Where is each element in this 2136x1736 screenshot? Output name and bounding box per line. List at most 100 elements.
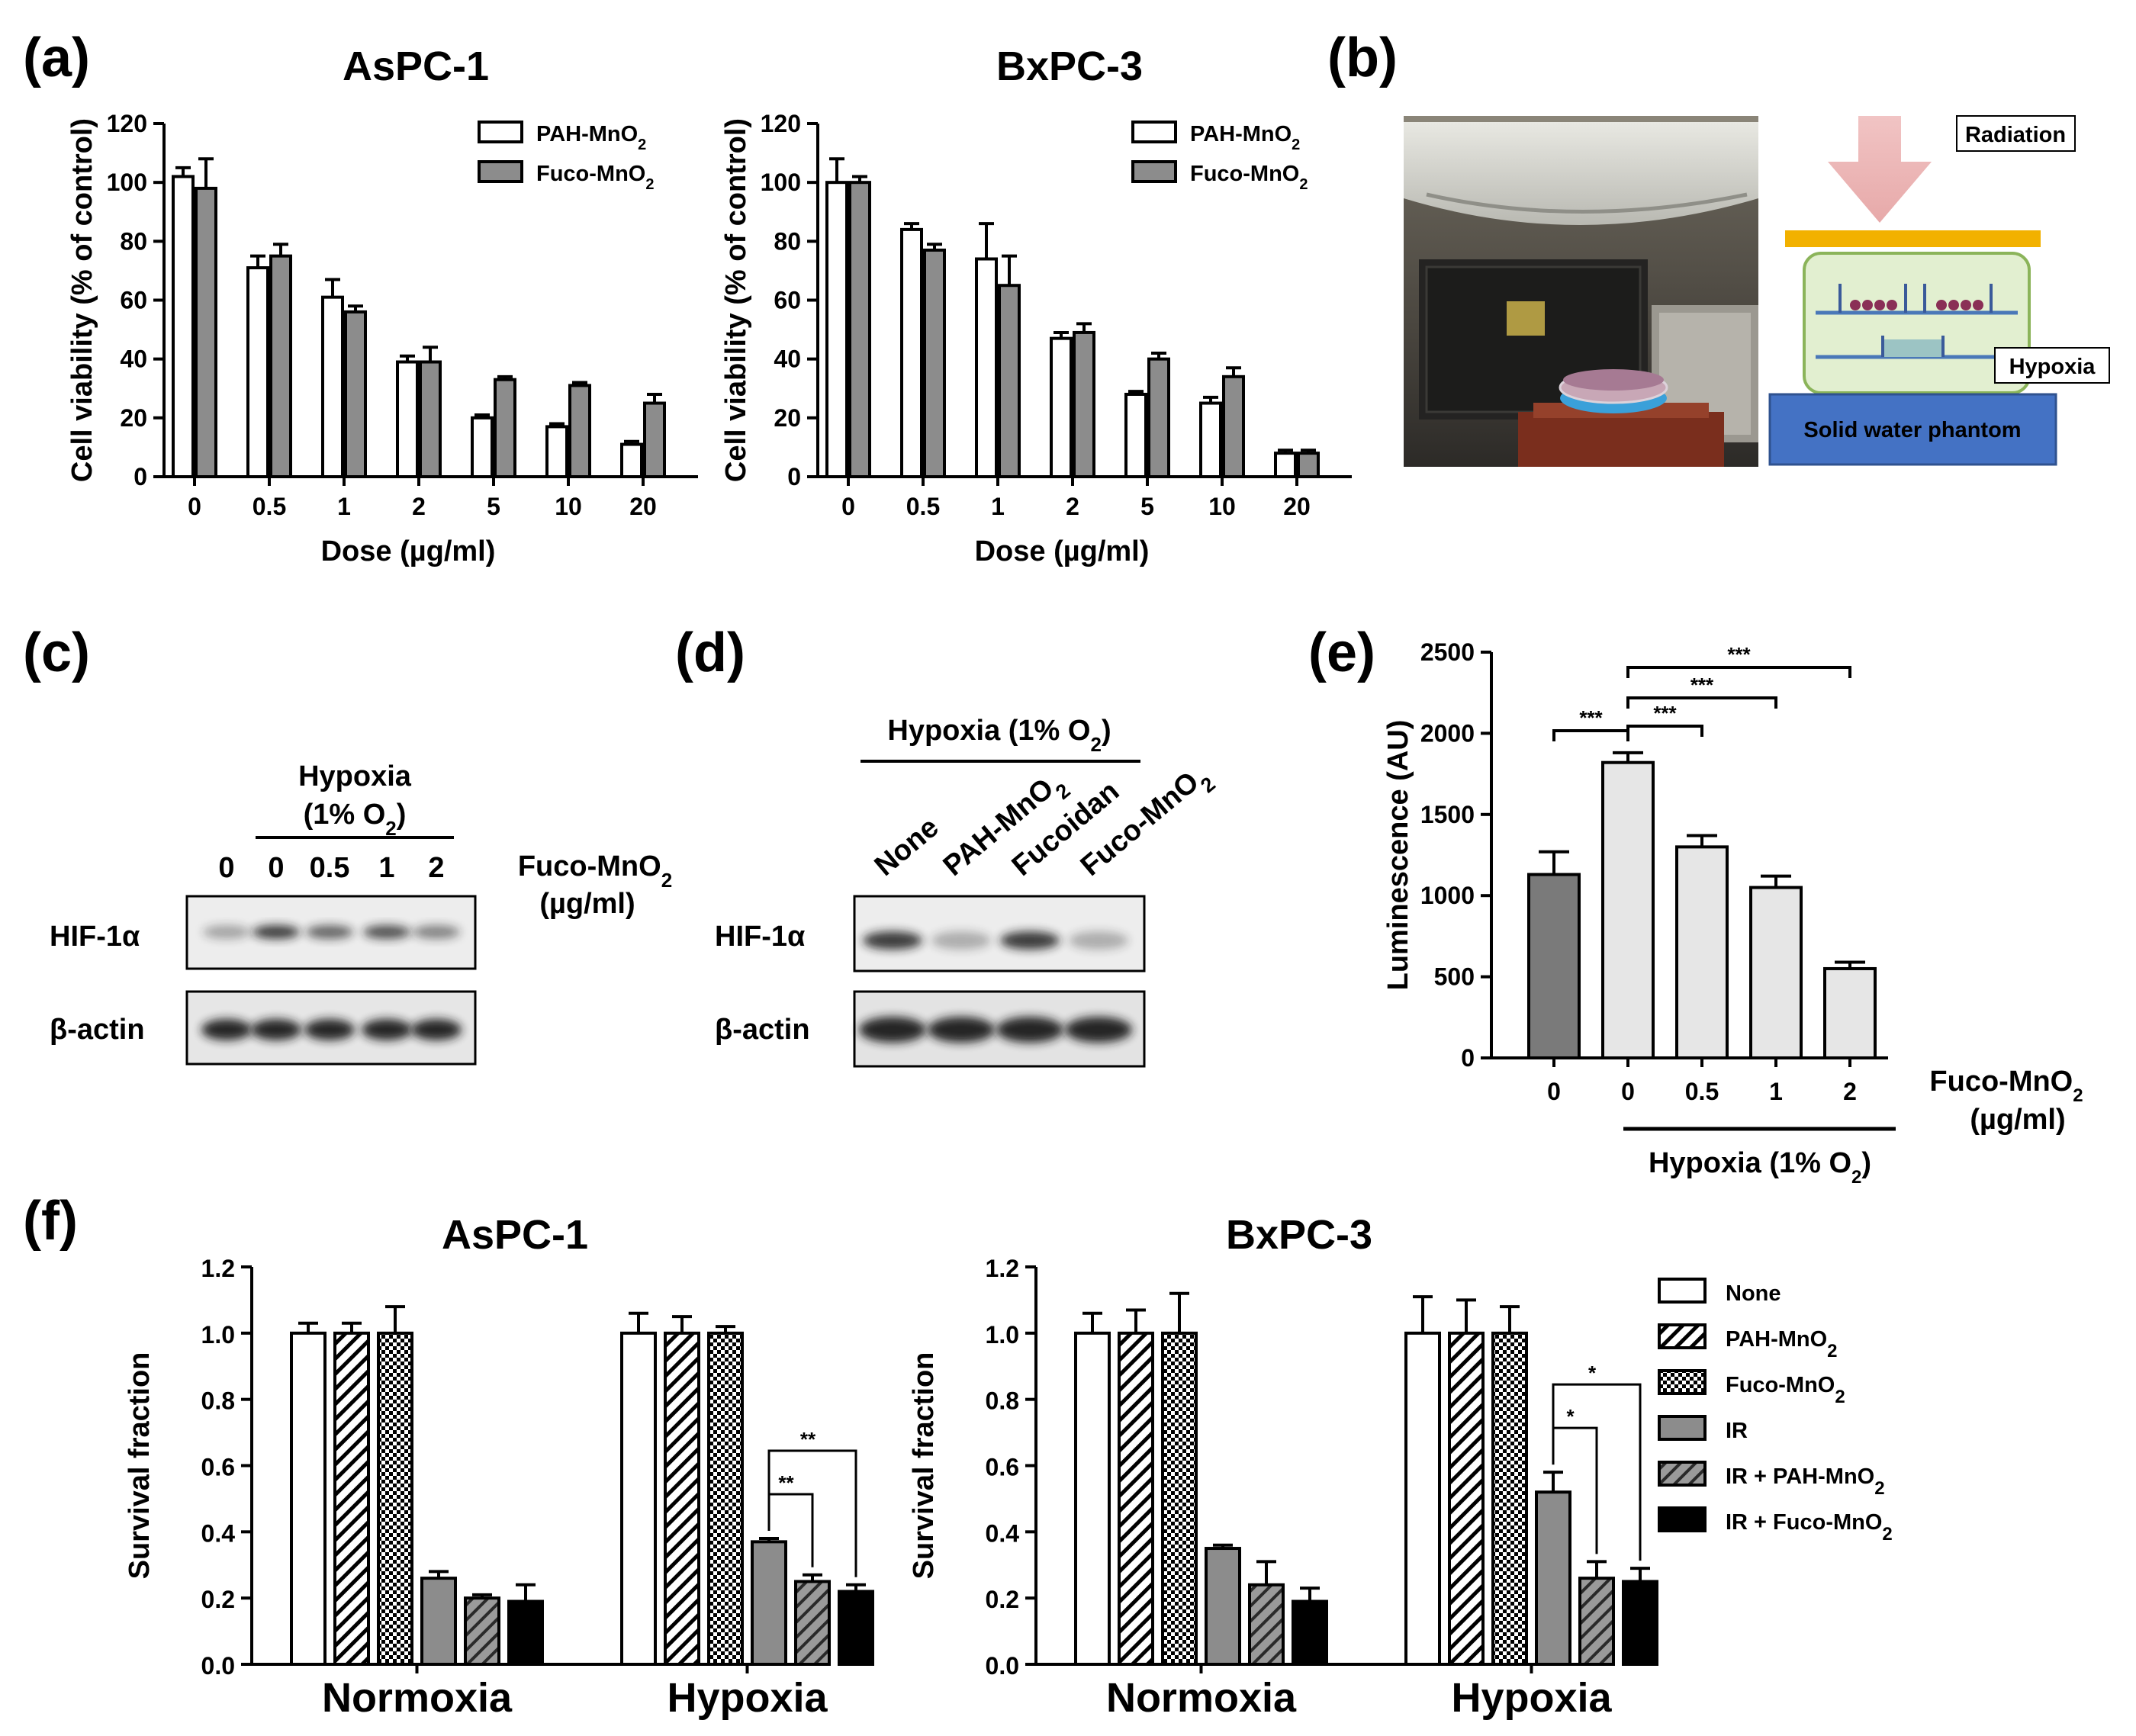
panel-label-b: (b) <box>1327 27 1398 88</box>
bar <box>1073 330 1095 479</box>
y-tick-label: 1.0 <box>201 1321 235 1349</box>
bar <box>1535 1490 1571 1666</box>
bar <box>900 227 923 478</box>
x-tick-label: 0 <box>188 493 201 520</box>
unit-label: (µg/ml) <box>1970 1104 2065 1136</box>
western-blot-c: Hypoxia (1% O2) 0 0 0.5 1 2 Fuco-MnO2 (µg/ml… <box>50 760 672 1066</box>
y-axis-title: Survival fraction <box>124 1352 156 1580</box>
bar <box>751 1540 787 1666</box>
significance-bracket <box>1552 1383 1642 1561</box>
phantom-label: Solid water phantom <box>1803 418 2021 442</box>
blot-c-treatment-label: Fuco-MnO2 <box>518 850 672 892</box>
bar <box>396 360 419 478</box>
bar <box>1578 1577 1615 1667</box>
bar <box>1199 401 1222 479</box>
actin-band <box>859 1017 926 1043</box>
lane-label: 0.5 <box>310 852 350 884</box>
radiation-label: Radiation <box>1965 123 2066 147</box>
x-tick-label: 1 <box>337 493 351 520</box>
bar <box>975 257 998 478</box>
legend-swatch <box>1131 160 1177 183</box>
western-blot-d: Hypoxia (1% O2) NonePAH-MnO2FucoidanFuco… <box>715 715 1220 1068</box>
x-axis-title: Dose (µg/ml) <box>321 535 496 567</box>
significance-bracket <box>1552 729 1629 741</box>
chart-title: AsPC-1 <box>343 43 489 89</box>
y-tick-label: 0.2 <box>986 1586 1019 1613</box>
y-axis-title: Survival fraction <box>908 1352 940 1580</box>
chart-title: BxPC-3 <box>1226 1212 1372 1258</box>
significance-label: *** <box>1727 643 1751 666</box>
bolus-plate <box>1785 230 2041 247</box>
y-tick-label: 0.8 <box>201 1387 235 1415</box>
y-tick-label: 0.8 <box>986 1387 1019 1415</box>
significance-label: *** <box>1579 706 1603 729</box>
actin-band <box>928 1017 995 1043</box>
y-tick-label: 2000 <box>1420 719 1475 747</box>
bar <box>838 1590 874 1667</box>
y-tick-label: 60 <box>774 287 801 314</box>
bar <box>172 175 195 478</box>
bar <box>1448 1331 1485 1667</box>
bar <box>321 295 344 478</box>
group-label: Normoxia <box>322 1675 513 1721</box>
y-tick-label: 20 <box>774 404 801 432</box>
bar <box>1675 845 1729 1059</box>
bar <box>1404 1331 1441 1667</box>
bar <box>494 378 516 478</box>
blot-d-row-actin: β-actin <box>715 1014 810 1046</box>
blot-c-hypoxia-label: Hypoxia <box>298 760 412 792</box>
y-axis-title: Luminescence (AU) <box>1382 720 1414 991</box>
y-tick-label: 0.4 <box>201 1519 236 1547</box>
bar <box>1161 1331 1198 1667</box>
bar <box>269 254 292 478</box>
irradiation-photo <box>1404 116 1758 467</box>
chart-title: BxPC-3 <box>996 43 1143 89</box>
group-label: Normoxia <box>1106 1675 1297 1721</box>
chart-title: AsPC-1 <box>442 1212 588 1258</box>
y-tick-label: 120 <box>107 110 147 137</box>
hif-band <box>306 925 353 939</box>
legend-swatch <box>1658 1369 1707 1395</box>
bar <box>1749 886 1803 1060</box>
legend-label: IR + Fuco-MnO2 <box>1726 1510 1893 1545</box>
significance-label: ** <box>800 1428 816 1451</box>
y-tick-label: 0.4 <box>986 1519 1020 1547</box>
group-label: Hypoxia <box>667 1675 828 1721</box>
actin-band <box>251 1019 301 1040</box>
legend-swatch <box>1131 121 1177 143</box>
bar <box>707 1331 744 1667</box>
y-tick-label: 100 <box>107 169 147 196</box>
legend-swatch <box>1658 1461 1707 1487</box>
x-tick-label: 1 <box>1769 1078 1783 1105</box>
bar <box>471 416 494 478</box>
x-tick-label: 0 <box>1621 1078 1635 1105</box>
y-tick-label: 0.2 <box>201 1586 235 1613</box>
bar <box>1297 452 1320 479</box>
chart-aspc1-viability: AsPC-1 0 20 40 60 80 100 120 0 0.5 1 2 5 10 20 Dose (µg… <box>66 43 698 567</box>
blot-d-header: Hypoxia (1% O2) <box>887 715 1111 756</box>
significance-label: *** <box>1653 702 1677 725</box>
legend-label: IR + PAH-MnO2 <box>1726 1464 1885 1499</box>
x-tick-label: 2 <box>1066 493 1079 520</box>
lane-label: 2 <box>428 852 444 884</box>
actin-band <box>411 1019 462 1040</box>
legend-label: Fuco-MnO2 <box>1726 1373 1845 1407</box>
y-tick-label: 0.0 <box>986 1652 1019 1680</box>
chart-luminescence: 0 500 1000 1500 2000 2500 0 0 0.5 1 2 *** *** *** *** L… <box>1382 638 2083 1188</box>
hif-band <box>203 925 250 939</box>
lane-label: 0 <box>268 852 284 884</box>
x-tick-label: 0.5 <box>253 493 286 520</box>
actin-band <box>201 1019 252 1040</box>
blot-c-o2-label: (1% O2) <box>304 799 407 840</box>
significance-bracket <box>1626 696 1777 709</box>
significance-label: * <box>1566 1405 1575 1428</box>
legend-swatch <box>1658 1278 1707 1304</box>
y-tick-label: 0 <box>787 463 801 490</box>
y-axis-title: Cell viability (% of control) <box>66 118 98 482</box>
legend-label: PAH-MnO2 <box>536 122 646 153</box>
chart-aspc1-survival: AsPC-1 0.0 0.2 0.4 0.6 0.8 1.0 1.2 Normoxia Hypox… <box>124 1212 874 1721</box>
bar <box>1601 760 1655 1059</box>
bar <box>568 384 591 478</box>
bar <box>1292 1599 1328 1666</box>
